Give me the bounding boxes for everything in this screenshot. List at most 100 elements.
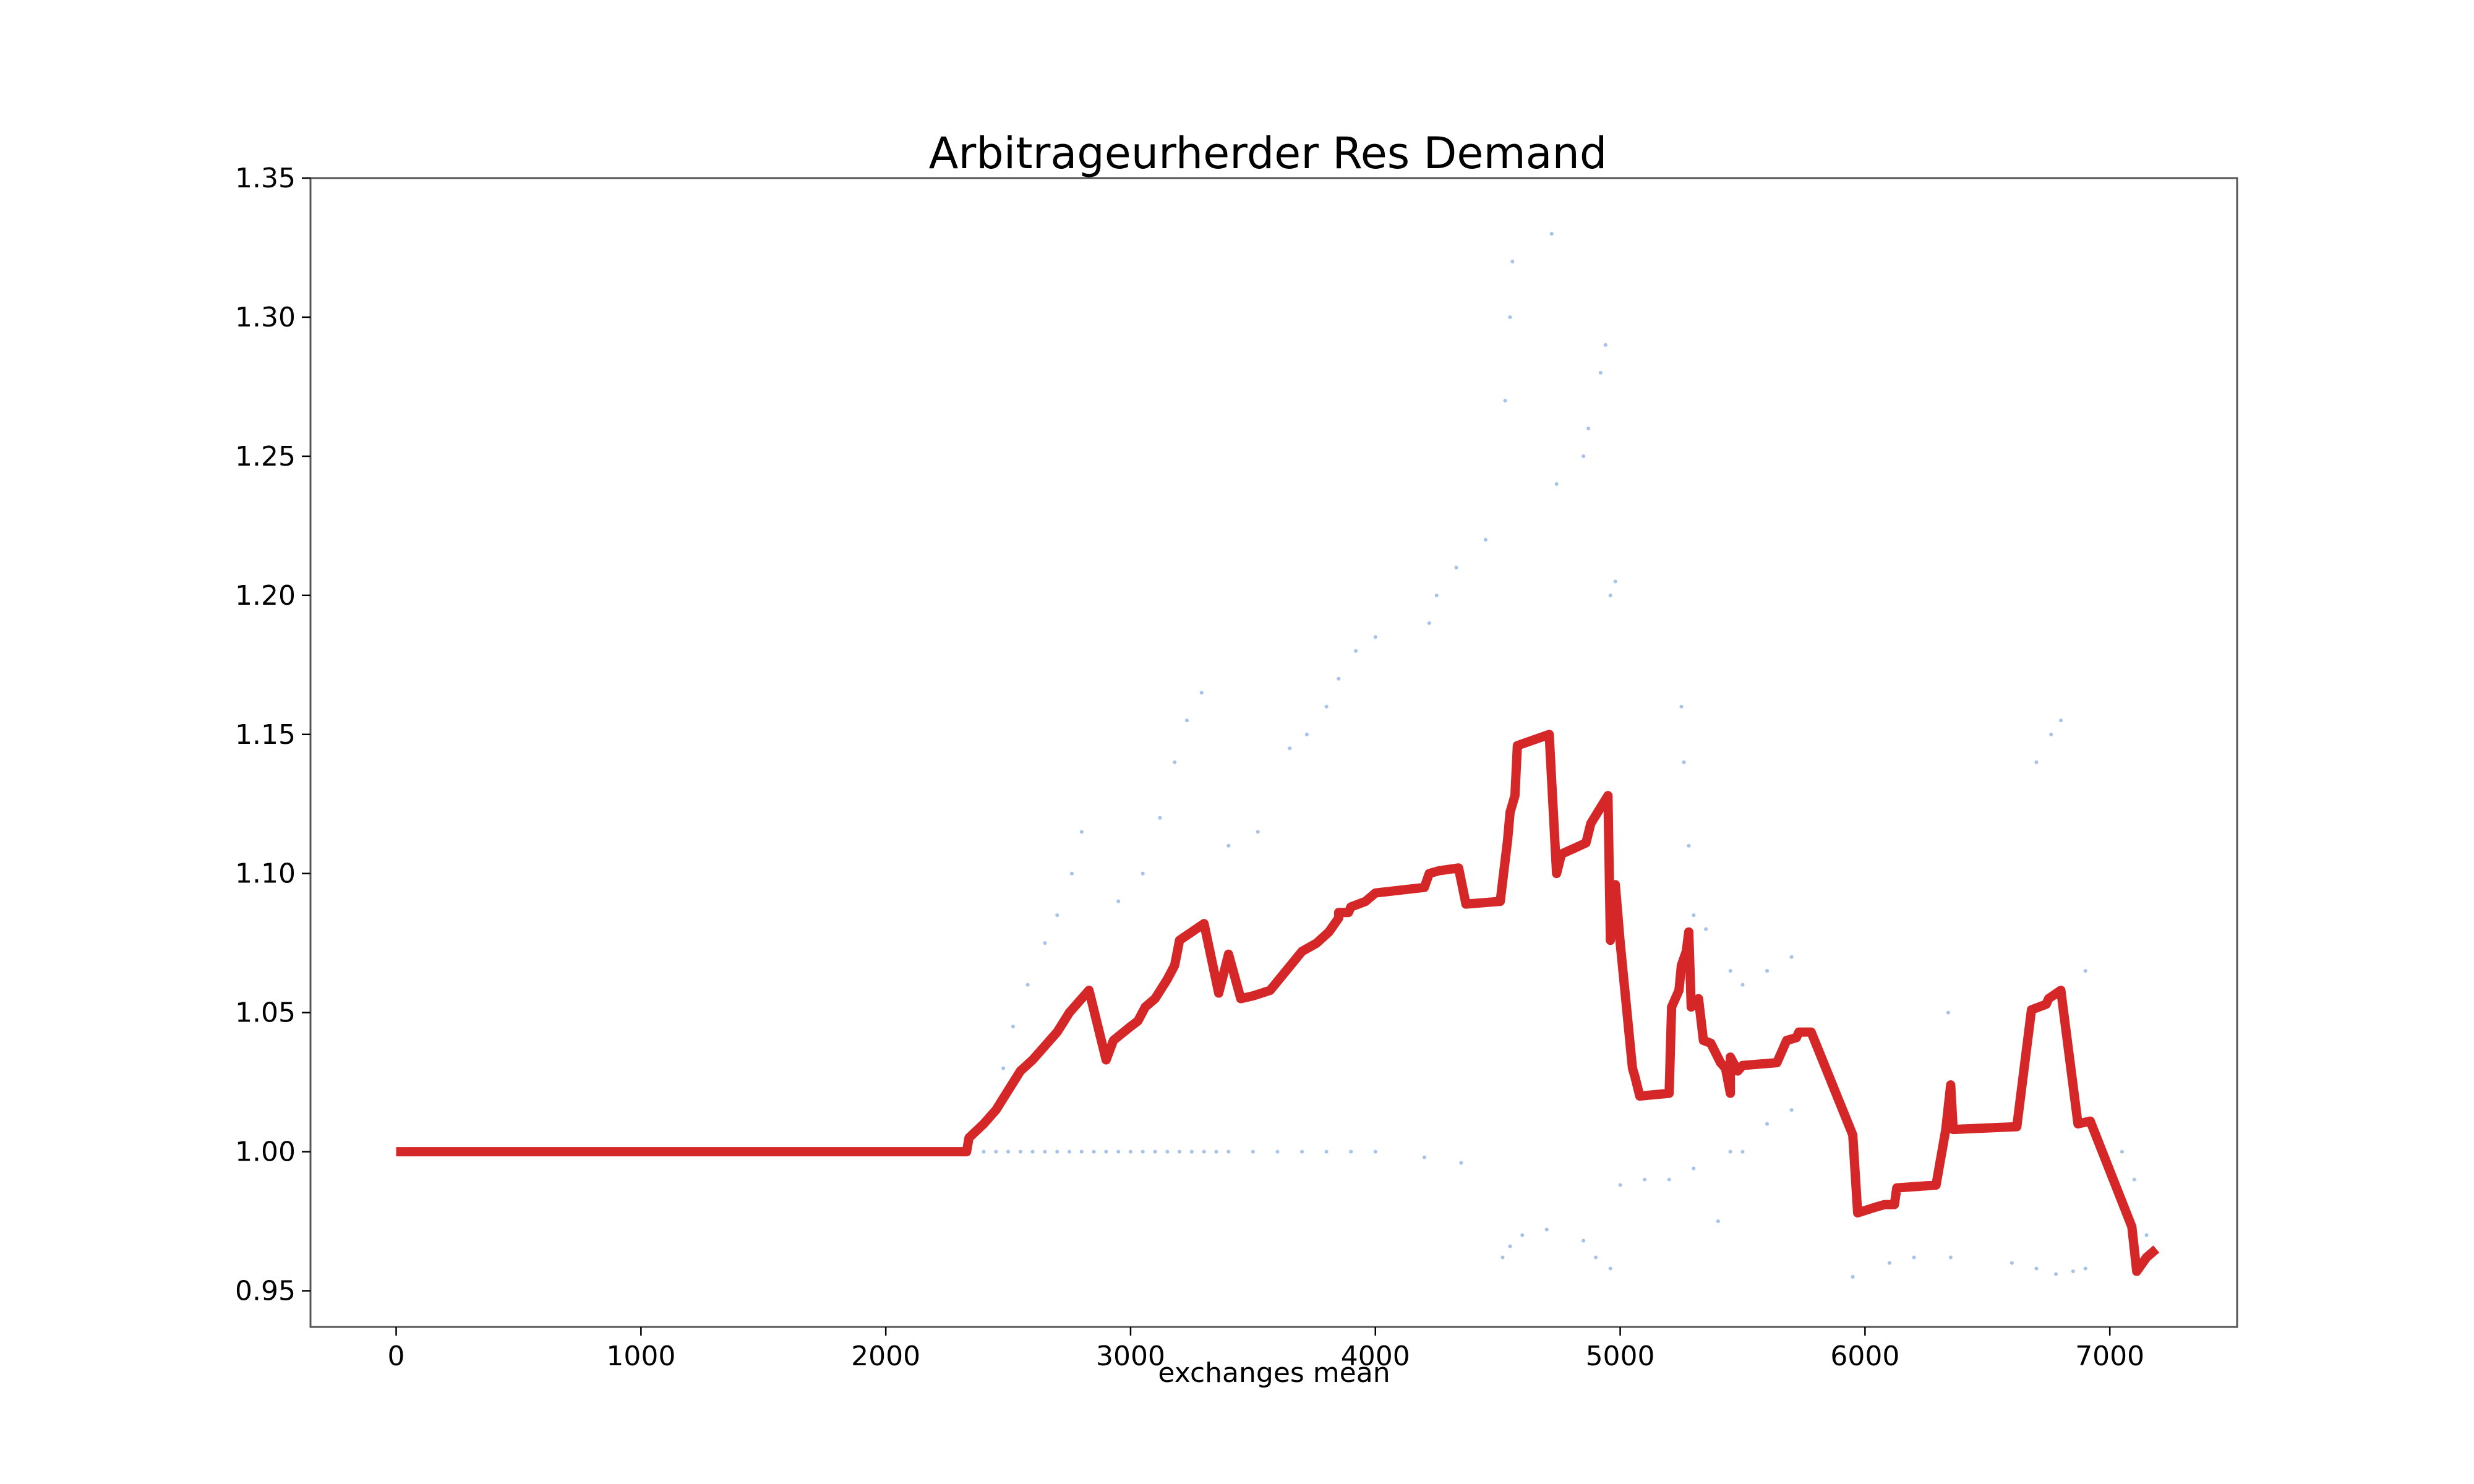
series-line	[396, 730, 2160, 1276]
scatter-point	[1618, 1183, 1622, 1187]
scatter-point	[1373, 635, 1377, 639]
scatter-point	[1069, 871, 1074, 876]
scatter-point	[1104, 1149, 1108, 1154]
scatter-point	[1153, 1149, 1157, 1154]
scatter-point	[1789, 955, 1794, 959]
scatter-point	[1128, 1149, 1132, 1154]
scatter-point	[1226, 1149, 1231, 1154]
series-lines	[396, 730, 2160, 1276]
scatter-point	[2049, 732, 2053, 736]
x-tick-label: 7000	[2075, 1341, 2144, 1372]
scatter-point	[2083, 1266, 2087, 1271]
scatter-point	[1173, 760, 1177, 764]
scatter-point	[1728, 1149, 1732, 1154]
scatter-points	[982, 231, 2149, 1279]
scatter-point	[1043, 941, 1047, 945]
scatter-point	[1116, 899, 1121, 903]
scatter-point	[1055, 913, 1059, 918]
scatter-point	[1116, 1149, 1121, 1154]
scatter-point	[1158, 816, 1162, 820]
x-tick-label: 0	[388, 1341, 405, 1372]
scatter-point	[1765, 1122, 1770, 1126]
y-tick-label: 0.95	[235, 1276, 296, 1307]
scatter-point	[1789, 1108, 1794, 1112]
scatter-point	[1226, 843, 1231, 848]
scatter-point	[1427, 621, 1431, 625]
scatter-point	[1582, 1239, 1586, 1243]
scatter-point	[1503, 398, 1507, 403]
scatter-point	[1608, 1266, 1612, 1271]
scatter-point	[1422, 1155, 1426, 1159]
scatter-point	[1667, 1177, 1671, 1182]
scatter-point	[994, 1149, 998, 1154]
scatter-point	[1643, 1177, 1647, 1182]
scatter-point	[1256, 830, 1260, 834]
x-tick-label: 5000	[1586, 1341, 1655, 1372]
x-tick-label: 4000	[1341, 1341, 1410, 1372]
y-tick-label: 1.20	[235, 580, 296, 612]
scatter-point	[1687, 843, 1691, 848]
scatter-point	[1692, 913, 1696, 918]
scatter-point	[1030, 1149, 1035, 1154]
scatter-point	[2010, 1261, 2014, 1265]
scatter-point	[1184, 719, 1189, 723]
scatter-point	[1508, 1244, 1512, 1248]
scatter-point	[1079, 1149, 1084, 1154]
scatter-point	[1199, 691, 1204, 695]
scatter-point	[1434, 593, 1439, 597]
scatter-point	[1141, 871, 1145, 876]
scatter-point	[1593, 1255, 1598, 1260]
scatter-point	[2120, 1149, 2124, 1154]
scatter-point	[1603, 343, 1607, 347]
y-tick-label: 1.35	[235, 163, 296, 194]
scatter-point	[1354, 649, 1358, 653]
scatter-point	[1349, 1149, 1353, 1154]
scatter-point	[1275, 1149, 1280, 1154]
scatter-point	[1483, 537, 1487, 542]
scatter-point	[1679, 704, 1684, 709]
scatter-point	[1373, 1149, 1377, 1154]
plot-frame	[309, 177, 2238, 1328]
y-axis: 0.95 1.00 1.05 1.10 1.15 1.20 1.25 1.30 1.35	[235, 163, 310, 1307]
scatter-point	[982, 1149, 986, 1154]
scatter-point	[1324, 704, 1329, 709]
scatter-point	[2083, 969, 2087, 973]
scatter-point	[2071, 1269, 2075, 1274]
scatter-point	[1682, 760, 1686, 764]
y-tick-label: 1.10	[235, 858, 296, 890]
scatter-point	[1068, 1149, 1072, 1154]
scatter-point	[1912, 1255, 1916, 1260]
scatter-point	[1740, 983, 1745, 987]
scatter-point	[1055, 1149, 1059, 1154]
scatter-point	[1165, 1149, 1170, 1154]
scatter-point	[1141, 1149, 1145, 1154]
scatter-point	[1006, 1149, 1011, 1154]
y-tick-label: 1.25	[235, 441, 296, 472]
scatter-point	[1887, 1261, 1891, 1265]
scatter-point	[1459, 1161, 1463, 1165]
x-axis: 0 1000 2000 3000 4000 5000 6000 7000	[388, 1327, 2144, 1372]
scatter-point	[1692, 1166, 1696, 1171]
scatter-point	[1549, 231, 1554, 236]
scatter-point	[1324, 1149, 1329, 1154]
scatter-point	[1740, 1149, 1745, 1154]
scatter-point	[1500, 1255, 1505, 1260]
scatter-point	[1025, 983, 1030, 987]
scatter-point	[1520, 1233, 1525, 1237]
y-tick-label: 1.00	[235, 1136, 296, 1168]
scatter-point	[1178, 1149, 1182, 1154]
scatter-point	[1337, 676, 1341, 681]
scatter-point	[2034, 1266, 2039, 1271]
scatter-point	[1300, 1149, 1304, 1154]
scatter-point	[1043, 1149, 1047, 1154]
scatter-point	[1544, 1227, 1549, 1232]
scatter-point	[2034, 760, 2039, 764]
scatter-point	[1765, 969, 1770, 973]
scatter-point	[1251, 1149, 1255, 1154]
scatter-point	[1018, 1149, 1022, 1154]
scatter-point	[1001, 1066, 1006, 1070]
scatter-point	[1582, 454, 1586, 458]
scatter-point	[1079, 830, 1084, 834]
scatter-point	[2144, 1233, 2149, 1237]
scatter-point	[1608, 593, 1612, 597]
